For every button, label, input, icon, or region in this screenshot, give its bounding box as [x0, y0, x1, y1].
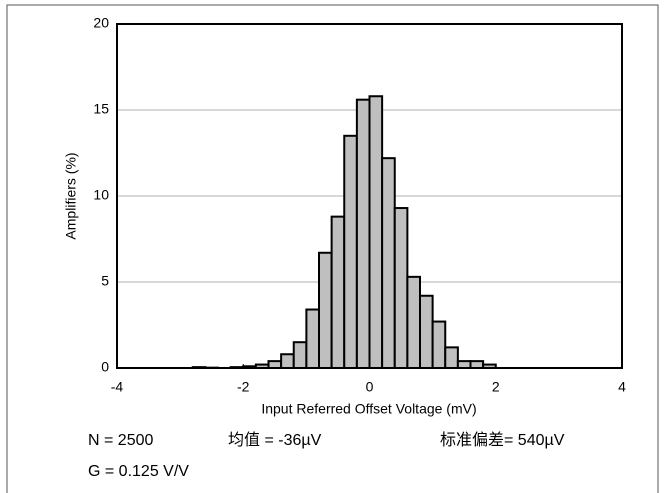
bar [355, 98, 371, 370]
bar [406, 275, 421, 369]
bar [267, 360, 283, 369]
bar [393, 207, 409, 369]
x-tick-label: -2 [237, 379, 250, 395]
bar [381, 157, 396, 369]
bar [419, 294, 434, 370]
y-tick-label: 15 [93, 101, 109, 117]
bar [444, 346, 459, 369]
annotation: 标准偏差= 540µV [440, 431, 565, 449]
bar [330, 215, 346, 369]
y-tick-label: 10 [93, 187, 109, 203]
plot-frame [116, 23, 623, 369]
bar [343, 134, 358, 369]
bar [292, 341, 308, 370]
bar [318, 251, 333, 369]
x-tick-label: 0 [366, 379, 374, 395]
bar [280, 353, 295, 369]
x-tick-label: 4 [618, 379, 626, 395]
annotation: G = 0.125 V/V [88, 463, 189, 480]
x-tick-label: -4 [111, 379, 124, 395]
bar [469, 360, 485, 369]
y-tick-label: 0 [101, 359, 109, 375]
x-tick-label: 2 [492, 379, 500, 395]
bar [431, 320, 447, 369]
annotation: 均值 = ‐36µV [228, 431, 322, 449]
bar [368, 95, 384, 370]
y-tick-label: 20 [93, 15, 109, 31]
bar [456, 360, 472, 369]
y-tick-label: 5 [101, 273, 109, 289]
x-axis-label: Input Referred Offset Voltage (mV) [261, 401, 476, 417]
bar [305, 308, 320, 369]
annotation: N = 2500 [88, 432, 153, 449]
frame [6, 4, 659, 493]
y-axis-label: Amplifiers (%) [63, 152, 79, 239]
